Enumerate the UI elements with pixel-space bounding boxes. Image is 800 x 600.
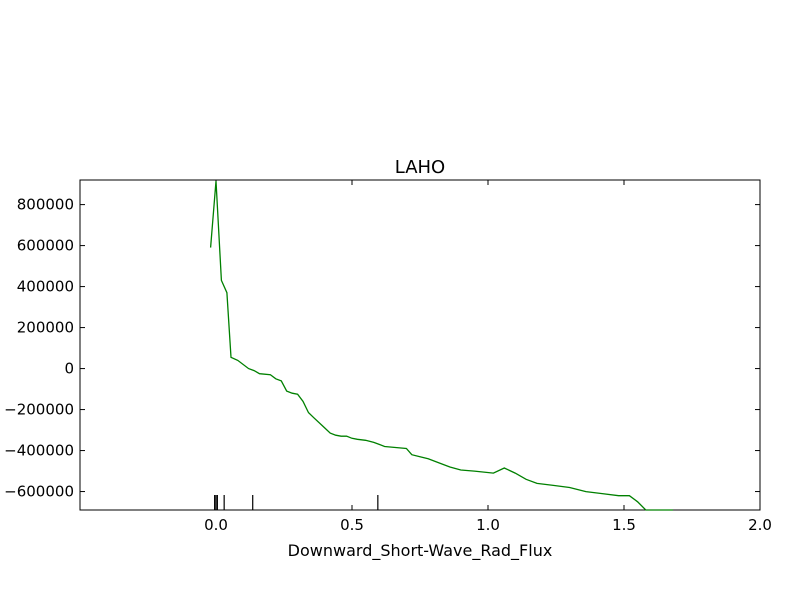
- y-tick-label: −400000: [4, 442, 74, 460]
- x-tick-label: 0.5: [340, 516, 364, 534]
- plot-frame: [79, 179, 761, 511]
- y-tick-label: 600000: [17, 237, 74, 255]
- y-tick-label: 800000: [17, 196, 74, 214]
- y-tick-label: −600000: [4, 483, 74, 501]
- y-axis: 800000 600000 400000 200000 0 −200000 −400000 −…: [4, 196, 760, 501]
- x-axis-label: Downward_Short-Wave_Rad_Flux: [288, 541, 553, 561]
- x-tick-label: 2.0: [748, 516, 772, 534]
- y-tick-label: −200000: [4, 401, 74, 419]
- x-tick-label: 0.0: [204, 516, 228, 534]
- series-line: [209, 180, 673, 511]
- chart-title: LAHO: [395, 157, 445, 178]
- rug-marks: [214, 495, 379, 510]
- x-tick-label: 1.5: [612, 516, 636, 534]
- plot-area: 0.0 0.5 1.0 1.5 2.0 800000 600000 400000 200000…: [4, 179, 772, 534]
- y-tick-label: 200000: [17, 319, 74, 337]
- x-axis: 0.0 0.5 1.0 1.5 2.0: [204, 180, 772, 534]
- x-tick-label: 1.0: [476, 516, 500, 534]
- y-tick-label: 0: [64, 360, 74, 378]
- y-tick-label: 400000: [17, 278, 74, 296]
